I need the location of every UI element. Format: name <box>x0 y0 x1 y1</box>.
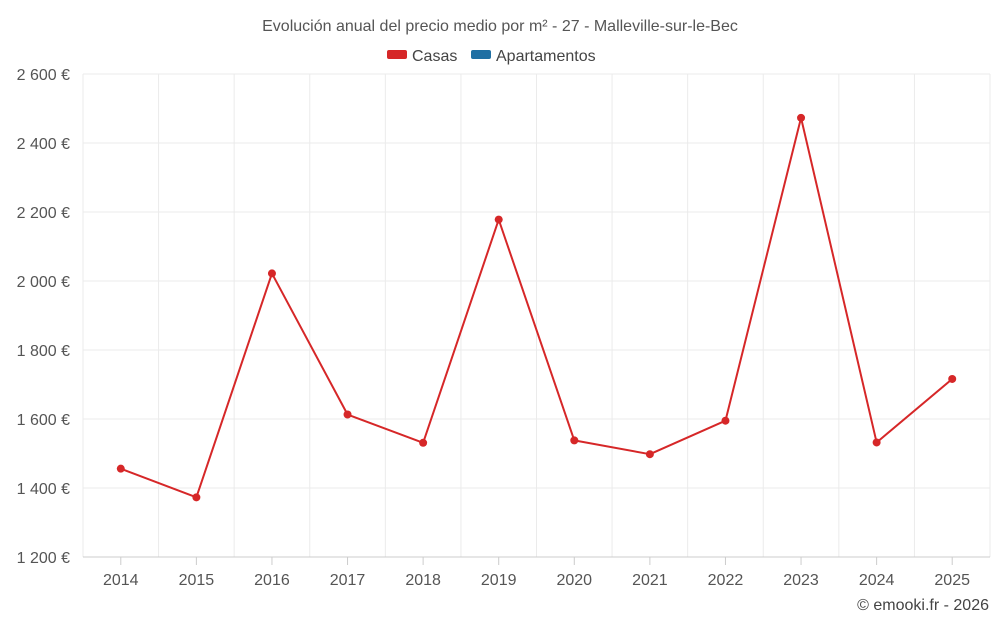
data-point-casas-2020[interactable] <box>570 436 579 445</box>
data-point-casas-2019[interactable] <box>494 215 503 224</box>
x-tick-label: 2020 <box>556 572 592 589</box>
footer-credit: © emooki.fr - 2026 <box>857 597 989 614</box>
y-tick-label: 1 400 € <box>17 481 70 498</box>
x-tick-label: 2018 <box>405 572 441 589</box>
data-point-casas-2022[interactable] <box>721 416 730 425</box>
axes: 1 200 € 1 400 € 1 600 € 1 800 € 2 000 € 2 200… <box>17 67 990 589</box>
chart-title: Evolución anual del precio medio por m² … <box>262 18 738 35</box>
data-point-casas-2025[interactable] <box>948 374 957 383</box>
data-point-casas-2024[interactable] <box>872 438 881 447</box>
x-tick-label: 2016 <box>254 572 290 589</box>
data-point-casas-2023[interactable] <box>797 113 806 122</box>
legend-label-apartamentos[interactable]: Apartamentos <box>496 48 596 65</box>
legend: Casas Apartamentos <box>387 48 596 65</box>
y-tick-label: 2 400 € <box>17 136 70 153</box>
x-tick-label: 2025 <box>934 572 970 589</box>
data-point-casas-2018[interactable] <box>419 438 428 447</box>
series-line-casas <box>120 116 953 499</box>
x-tick-label: 2023 <box>783 572 819 589</box>
x-tick-label: 2022 <box>708 572 744 589</box>
y-tick-label: 2 600 € <box>17 67 70 84</box>
legend-swatch-casas[interactable] <box>387 50 407 59</box>
data-point-casas-2014[interactable] <box>116 464 125 473</box>
grid <box>82 73 991 557</box>
x-tick-label: 2021 <box>632 572 668 589</box>
data-point-casas-2021[interactable] <box>645 450 654 459</box>
legend-label-casas[interactable]: Casas <box>412 48 457 65</box>
series <box>116 113 957 502</box>
y-tick-label: 2 200 € <box>17 205 70 222</box>
y-tick-label: 1 600 € <box>17 412 70 429</box>
x-tick-label: 2015 <box>179 572 215 589</box>
y-tick-label: 2 000 € <box>17 274 70 291</box>
y-tick-label: 1 200 € <box>17 550 70 567</box>
x-tick-label: 2024 <box>859 572 895 589</box>
legend-swatch-apartamentos[interactable] <box>471 50 491 59</box>
data-point-casas-2015[interactable] <box>192 493 201 502</box>
data-point-casas-2017[interactable] <box>343 410 352 419</box>
data-point-casas-2016[interactable] <box>267 269 276 278</box>
x-tick-label: 2019 <box>481 572 517 589</box>
y-tick-label: 1 800 € <box>17 343 70 360</box>
x-tick-label: 2014 <box>103 572 139 589</box>
x-tick-label: 2017 <box>330 572 366 589</box>
